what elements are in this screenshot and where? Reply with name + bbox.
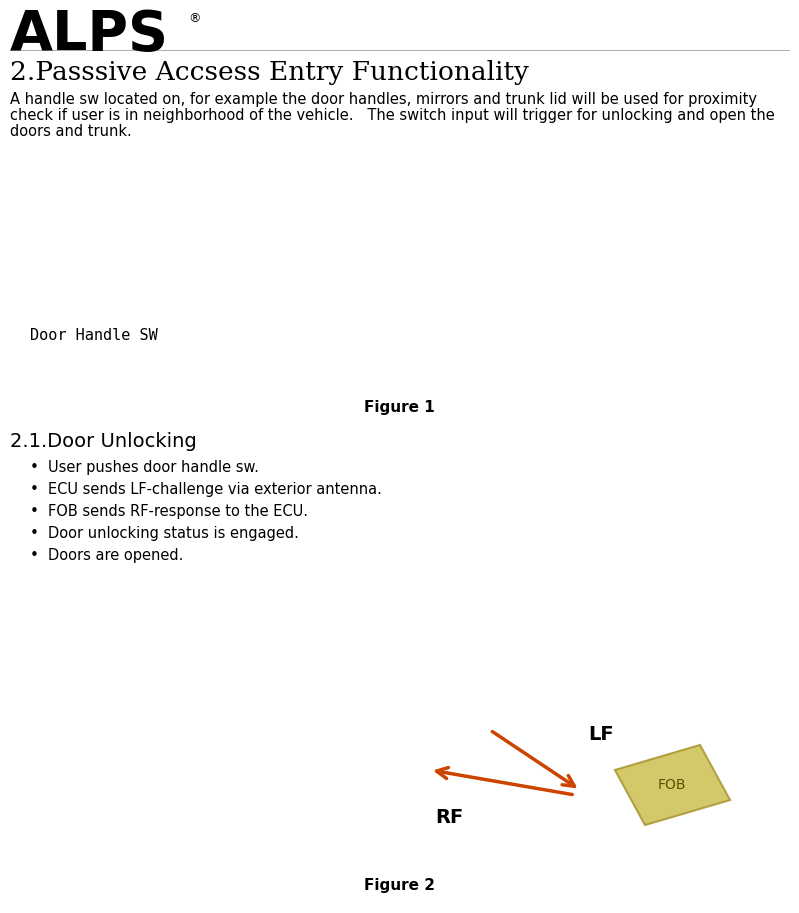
- Text: A handle sw located on, for example the door handles, mirrors and trunk lid will: A handle sw located on, for example the …: [10, 92, 757, 107]
- Text: Door unlocking status is engaged.: Door unlocking status is engaged.: [48, 526, 299, 541]
- Text: ALPS: ALPS: [10, 8, 169, 62]
- Text: 2.Passsive Accsess Entry Functionality: 2.Passsive Accsess Entry Functionality: [10, 60, 529, 85]
- Text: ®: ®: [188, 12, 201, 25]
- Text: Figure 2: Figure 2: [364, 878, 435, 893]
- Text: ECU sends LF-challenge via exterior antenna.: ECU sends LF-challenge via exterior ante…: [48, 482, 382, 497]
- Text: FOB sends RF-response to the ECU.: FOB sends RF-response to the ECU.: [48, 504, 308, 519]
- Text: •: •: [30, 504, 39, 519]
- Text: •: •: [30, 548, 39, 563]
- Text: FOB: FOB: [658, 778, 686, 792]
- Text: •: •: [30, 482, 39, 497]
- Text: check if user is in neighborhood of the vehicle.   The switch input will trigger: check if user is in neighborhood of the …: [10, 108, 775, 123]
- Text: Doors are opened.: Doors are opened.: [48, 548, 184, 563]
- Text: •: •: [30, 526, 39, 541]
- Text: LF: LF: [588, 725, 614, 744]
- Text: 2.1.Door Unlocking: 2.1.Door Unlocking: [10, 432, 197, 451]
- Text: RF: RF: [435, 808, 463, 827]
- Text: doors and trunk.: doors and trunk.: [10, 124, 132, 139]
- Text: •: •: [30, 460, 39, 475]
- Text: User pushes door handle sw.: User pushes door handle sw.: [48, 460, 259, 475]
- Polygon shape: [615, 745, 730, 825]
- Text: Figure 1: Figure 1: [364, 400, 435, 415]
- Text: Door Handle SW: Door Handle SW: [30, 328, 157, 342]
